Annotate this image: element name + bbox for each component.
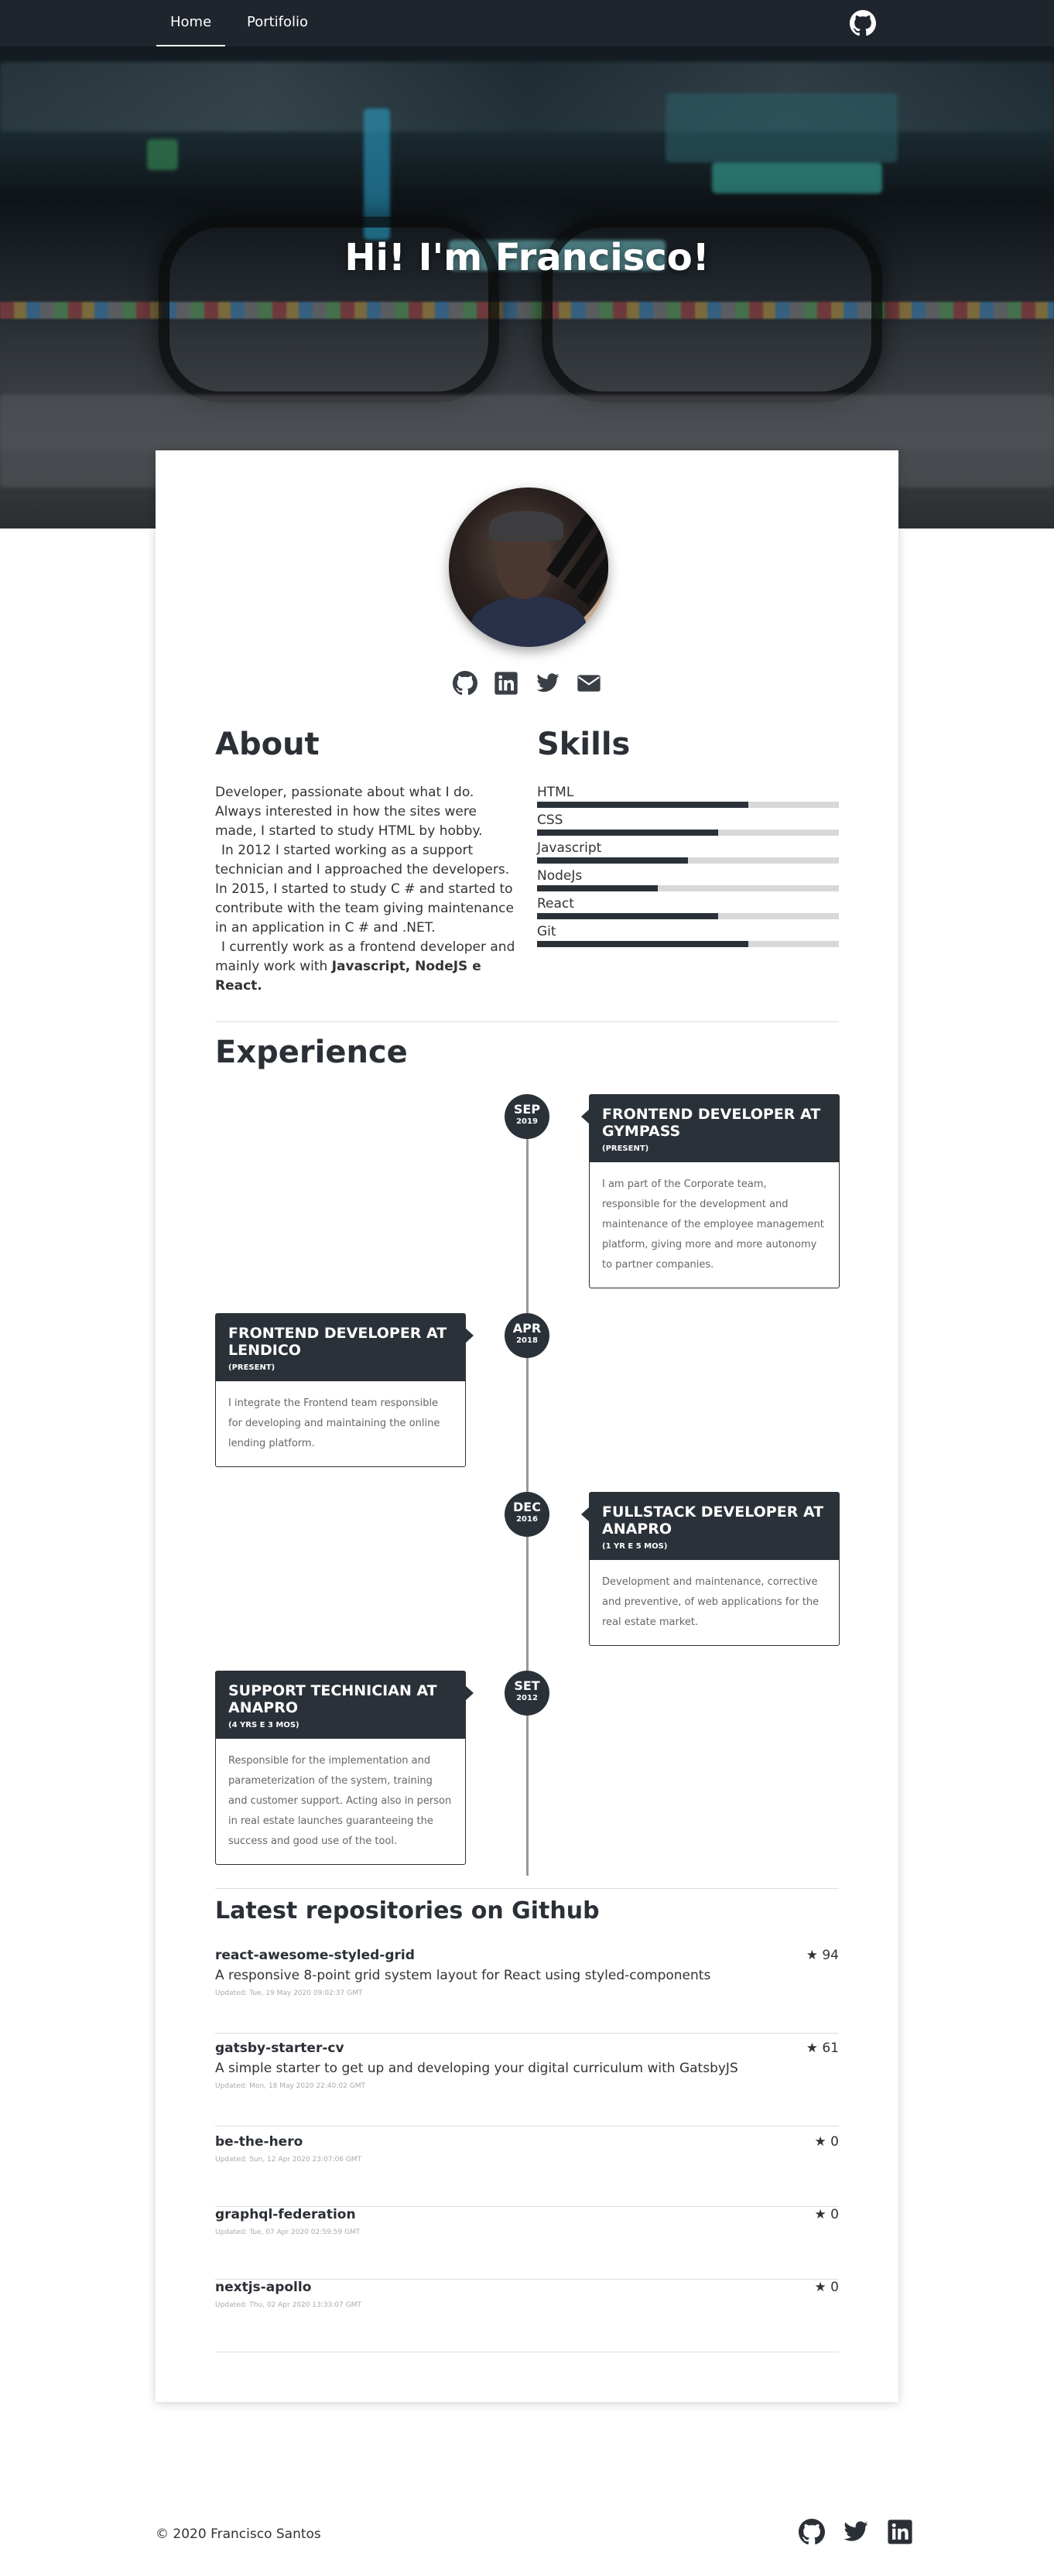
experience-duration: (1 YR E 5 MOS): [602, 1542, 668, 1551]
experience-title: SUPPORT TECHNICIAN AT ANAPRO: [228, 1682, 437, 1716]
skill-item: HTML: [537, 785, 839, 812]
repo-name[interactable]: nextjs-apollo: [215, 2280, 312, 2295]
timeline-date-badge: APR 2018: [505, 1313, 549, 1358]
divider: [215, 1021, 839, 1022]
repo-description: A simple starter to get up and developin…: [215, 2061, 738, 2076]
nav-home-link[interactable]: Home: [156, 0, 226, 46]
skills-list: HTML CSS Javascript NodeJs React Git: [537, 785, 839, 952]
social-links: [156, 671, 898, 696]
avatar: [449, 487, 608, 647]
repo-name[interactable]: react-awesome-styled-grid: [215, 1948, 415, 1963]
email-icon[interactable]: [577, 671, 601, 696]
about-text: Developer, passionate about what I do. A…: [215, 783, 517, 996]
repo-stars: ★ 94: [806, 1948, 839, 1963]
nav-portfolio-link[interactable]: Portifolio: [247, 14, 309, 30]
experience-duration: (PRESENT): [228, 1363, 275, 1372]
experience-description: I am part of the Corporate team, respons…: [602, 1179, 824, 1271]
about-paragraph-3: I currently work as a frontend developer…: [215, 939, 515, 994]
linkedin-icon[interactable]: [494, 671, 518, 696]
experience-description: Development and maintenance, corrective …: [602, 1576, 820, 1628]
repo-name[interactable]: gatsby-starter-cv: [215, 2041, 344, 2056]
experience-card: SUPPORT TECHNICIAN AT ANAPRO (4 YRS E 3 M…: [215, 1671, 474, 1865]
repos-heading: Latest repositories on Github: [215, 1897, 600, 1924]
timeline-date-badge: DEC 2016: [505, 1492, 549, 1537]
skill-level-bar: [537, 802, 748, 808]
repo-item[interactable]: nextjs-apollo Updated: Thu, 02 Apr 2020 …: [215, 2280, 839, 2352]
about-heading: About: [215, 727, 320, 762]
github-icon[interactable]: [453, 671, 478, 696]
repo-item[interactable]: react-awesome-styled-grid A responsive 8…: [215, 1948, 839, 2034]
hero-title: Hi! I'm Francisco!: [344, 236, 710, 279]
skill-item: Javascript: [537, 840, 839, 868]
skill-level-bar: [537, 913, 718, 919]
repo-description: A responsive 8-point grid system layout …: [215, 1968, 711, 1983]
skill-item: React: [537, 896, 839, 924]
top-nav: Home Portifolio: [0, 0, 1054, 46]
experience-description: I integrate the Frontend team responsibl…: [228, 1397, 440, 1449]
experience-title: FRONTEND DEVELOPER AT GYMPASS: [602, 1106, 821, 1140]
repo-stars: ★ 61: [806, 2041, 839, 2056]
experience-card: FULLSTACK DEVELOPER AT ANAPRO (1 YR E 5 M…: [581, 1492, 840, 1646]
footer-copyright: © 2020 Francisco Santos: [156, 2526, 321, 2542]
skill-item: Git: [537, 924, 839, 952]
twitter-icon[interactable]: [843, 2519, 869, 2545]
skill-level-bar: [537, 941, 748, 947]
experience-heading: Experience: [215, 1035, 408, 1070]
experience-title: FRONTEND DEVELOPER AT LENDICO: [228, 1325, 447, 1359]
skills-heading: Skills: [537, 727, 631, 762]
repo-updated: Updated: Sun, 12 Apr 2020 23:07:06 GMT: [215, 2156, 362, 2164]
timeline-date-badge: SET 2012: [505, 1671, 549, 1716]
repo-item[interactable]: graphql-federation Updated: Tue, 07 Apr …: [215, 2207, 839, 2280]
linkedin-icon[interactable]: [887, 2519, 913, 2545]
timeline-date-badge: SEP 2019: [505, 1094, 549, 1139]
footer-social: [785, 2519, 913, 2548]
repo-updated: Updated: Thu, 02 Apr 2020 13:33:07 GMT: [215, 2301, 361, 2309]
repo-item[interactable]: be-the-hero Updated: Sun, 12 Apr 2020 23…: [215, 2134, 839, 2207]
skill-level-bar: [537, 830, 718, 836]
experience-card: FRONTEND DEVELOPER AT LENDICO (PRESENT) I…: [215, 1313, 474, 1467]
repo-name[interactable]: be-the-hero: [215, 2134, 303, 2150]
repo-stars: ★ 0: [814, 2134, 839, 2150]
repo-stars: ★ 0: [814, 2280, 839, 2295]
repo-updated: Updated: Tue, 19 May 2020 09:02:37 GMT: [215, 1989, 363, 1997]
experience-duration: (PRESENT): [602, 1144, 649, 1153]
experience-card: FRONTEND DEVELOPER AT GYMPASS (PRESENT) I…: [581, 1094, 840, 1288]
experience-duration: (4 YRS E 3 MOS): [228, 1721, 299, 1729]
resume-card: About Developer, passionate about what I…: [156, 450, 898, 2402]
experience-title: FULLSTACK DEVELOPER AT ANAPRO: [602, 1504, 824, 1538]
github-icon[interactable]: [799, 2519, 825, 2545]
skill-level-bar: [537, 885, 658, 891]
experience-description: Responsible for the implementation and p…: [228, 1755, 452, 1847]
twitter-icon[interactable]: [536, 671, 560, 696]
repo-updated: Updated: Mon, 18 May 2020 22:40:02 GMT: [215, 2082, 365, 2090]
skill-item: NodeJs: [537, 868, 839, 896]
skill-level-bar: [537, 857, 688, 864]
repo-stars: ★ 0: [814, 2207, 839, 2222]
divider: [215, 1888, 839, 1889]
github-icon[interactable]: [850, 10, 876, 36]
repo-updated: Updated: Tue, 07 Apr 2020 02:59:59 GMT: [215, 2229, 361, 2236]
about-paragraph-2: In 2012 I started working as a support t…: [215, 843, 514, 936]
about-paragraph-1: Developer, passionate about what I do. A…: [215, 785, 483, 839]
repo-item[interactable]: gatsby-starter-cv A simple starter to ge…: [215, 2041, 839, 2126]
timeline-line: [526, 1094, 529, 1876]
skill-item: CSS: [537, 812, 839, 840]
repo-name[interactable]: graphql-federation: [215, 2207, 356, 2222]
